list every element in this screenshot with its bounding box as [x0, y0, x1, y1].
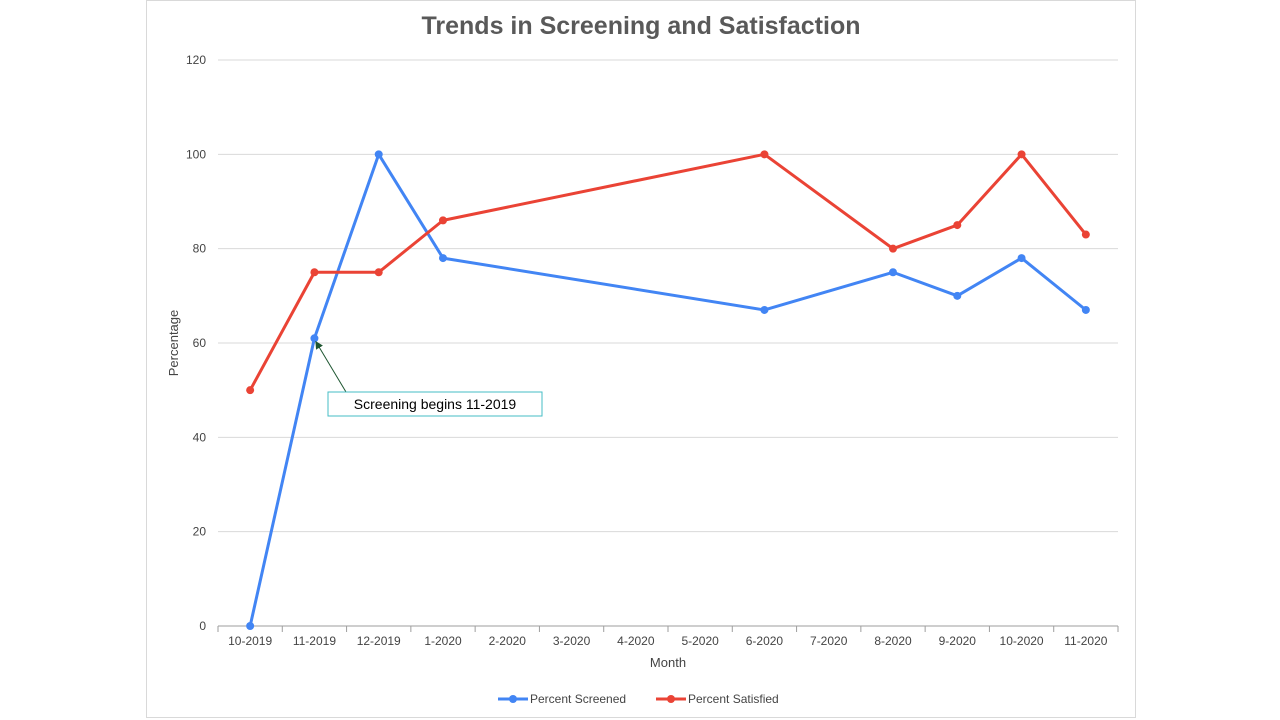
- x-tick-label: 6-2020: [746, 634, 784, 648]
- data-point: [246, 622, 255, 630]
- legend: Percent Screened Percent Satisfied: [498, 692, 779, 706]
- x-tick-label: 10-2020: [1000, 634, 1044, 648]
- x-tick-label: 12-2019: [357, 634, 401, 648]
- y-axis-label: Percentage: [166, 310, 181, 377]
- y-tick-label: 20: [193, 525, 207, 539]
- y-tick-label: 120: [186, 53, 206, 67]
- data-point: [953, 291, 962, 300]
- y-tick-label: 80: [193, 242, 207, 256]
- legend-label: Percent Satisfied: [688, 692, 779, 706]
- data-point: [953, 221, 962, 230]
- annotation-text: Screening begins 11-2019: [354, 396, 517, 412]
- series-lines: [246, 150, 1090, 630]
- annotation-arrow: [315, 340, 347, 393]
- y-tick-label: 60: [193, 336, 207, 350]
- data-point: [374, 150, 383, 159]
- legend-marker: [667, 695, 675, 703]
- data-point: [1017, 150, 1026, 159]
- gridlines: [218, 59, 1118, 533]
- x-tick-label: 2-2020: [489, 634, 527, 648]
- data-point: [246, 386, 255, 395]
- data-point: [439, 216, 447, 225]
- x-tick-label: 11-2020: [1064, 634, 1107, 648]
- legend-label: Percent Screened: [530, 692, 626, 706]
- data-point: [889, 244, 897, 253]
- data-point: [1081, 305, 1090, 314]
- x-tick-label: 3-2020: [553, 634, 591, 648]
- y-tick-label: 0: [199, 619, 206, 633]
- x-tick-label: 7-2020: [810, 634, 848, 648]
- x-axis-ticks: 10-2019 11-2019 12-2019 1-2020 2-2020 3-2020 4…: [228, 634, 1108, 648]
- x-tick-label: 5-2020: [681, 634, 719, 648]
- data-point: [889, 268, 897, 277]
- x-tick-label: 10-2019: [228, 634, 272, 648]
- x-axis-label: Month: [650, 655, 686, 670]
- x-tick-label: 1-2020: [424, 634, 462, 648]
- data-point: [1081, 230, 1090, 239]
- data-point: [310, 268, 319, 277]
- y-tick-label: 40: [193, 430, 207, 444]
- data-point: [310, 334, 319, 343]
- x-tick-label: 4-2020: [617, 634, 655, 648]
- x-tick-label: 8-2020: [874, 634, 912, 648]
- data-point: [760, 150, 769, 159]
- x-tick-label: 9-2020: [939, 634, 977, 648]
- y-tick-label: 100: [186, 147, 206, 161]
- data-point: [760, 305, 769, 314]
- x-axis: [217, 625, 1119, 632]
- data-point: [439, 254, 447, 263]
- x-tick-label: 11-2019: [293, 634, 336, 648]
- data-point: [374, 268, 383, 277]
- legend-marker: [509, 695, 517, 703]
- y-axis-ticks: 0 20 40 60 80 100 120: [186, 53, 206, 633]
- annotations: Screening begins 11-2019: [315, 340, 543, 417]
- chart-title: Trends in Screening and Satisfaction: [421, 12, 861, 40]
- data-point: [1017, 254, 1026, 263]
- annotation-box: [327, 391, 543, 417]
